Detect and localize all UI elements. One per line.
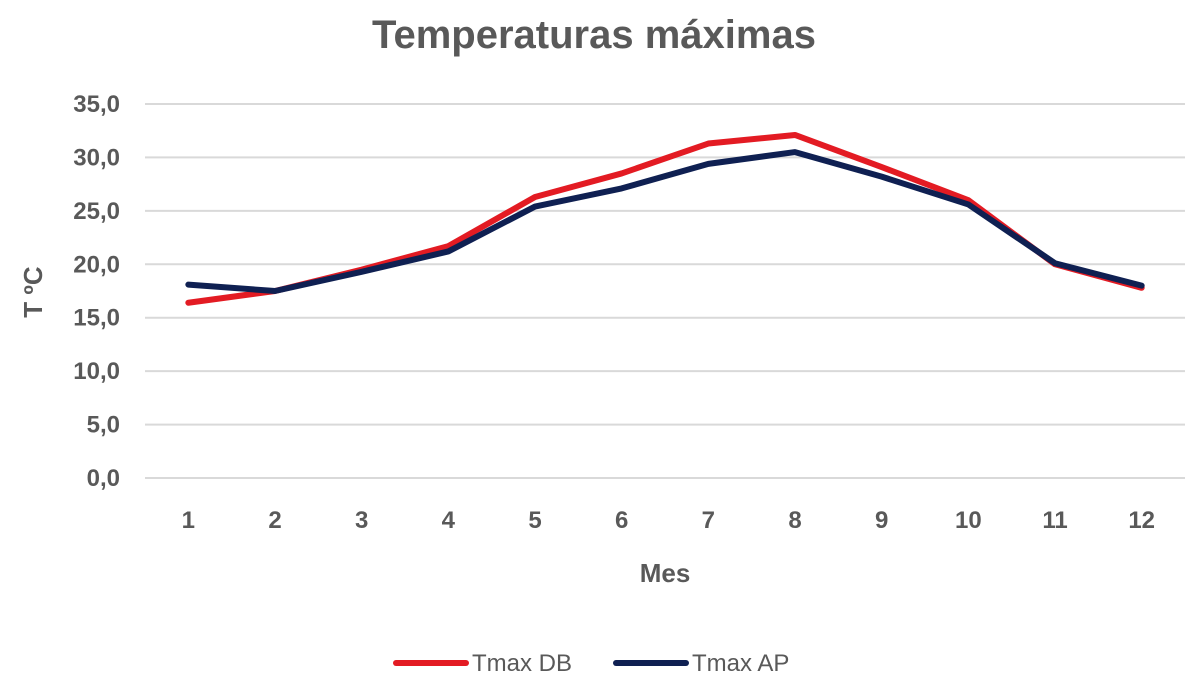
x-tick-label: 12 bbox=[1128, 507, 1155, 534]
x-tick-label: 1 bbox=[182, 507, 195, 534]
x-axis-label: Mes bbox=[640, 558, 691, 588]
x-tick-label: 10 bbox=[955, 507, 982, 534]
x-axis-ticks: 1 2 3 4 5 6 7 8 9 10 11 12 bbox=[182, 507, 1155, 534]
y-tick-label: 15,0 bbox=[73, 305, 120, 332]
y-axis-label: T ºC bbox=[18, 266, 48, 318]
legend-label-1: Tmax DB bbox=[472, 650, 572, 677]
series-lines bbox=[185, 131, 1145, 306]
x-tick-label: 8 bbox=[788, 507, 801, 534]
x-tick-label: 3 bbox=[355, 507, 368, 534]
y-tick-label: 10,0 bbox=[73, 358, 120, 385]
legend: Tmax DB Tmax AP bbox=[393, 650, 789, 677]
x-tick-label: 7 bbox=[702, 507, 715, 534]
x-tick-label: 6 bbox=[615, 507, 628, 534]
y-tick-label: 5,0 bbox=[87, 412, 120, 439]
legend-item-2: Tmax AP bbox=[613, 650, 789, 677]
x-tick-label: 4 bbox=[442, 507, 456, 534]
y-tick-label: 30,0 bbox=[73, 144, 120, 171]
grid-lines bbox=[145, 103, 1185, 479]
series-line-2 bbox=[185, 149, 1145, 294]
y-tick-label: 25,0 bbox=[73, 198, 120, 225]
legend-item-1: Tmax DB bbox=[393, 650, 572, 677]
y-tick-label: 35,0 bbox=[73, 91, 120, 118]
x-tick-label: 5 bbox=[528, 507, 541, 534]
x-tick-label: 2 bbox=[268, 507, 281, 534]
y-tick-label: 0,0 bbox=[87, 465, 120, 492]
y-tick-label: 20,0 bbox=[73, 251, 120, 278]
x-tick-label: 9 bbox=[875, 507, 888, 534]
legend-label-2: Tmax AP bbox=[692, 650, 789, 677]
x-tick-label: 11 bbox=[1042, 507, 1067, 534]
chart-title: Temperaturas máximas bbox=[372, 13, 816, 57]
y-axis-ticks: 0,0 5,0 10,0 15,0 20,0 25,0 30,0 35,0 bbox=[73, 91, 120, 492]
